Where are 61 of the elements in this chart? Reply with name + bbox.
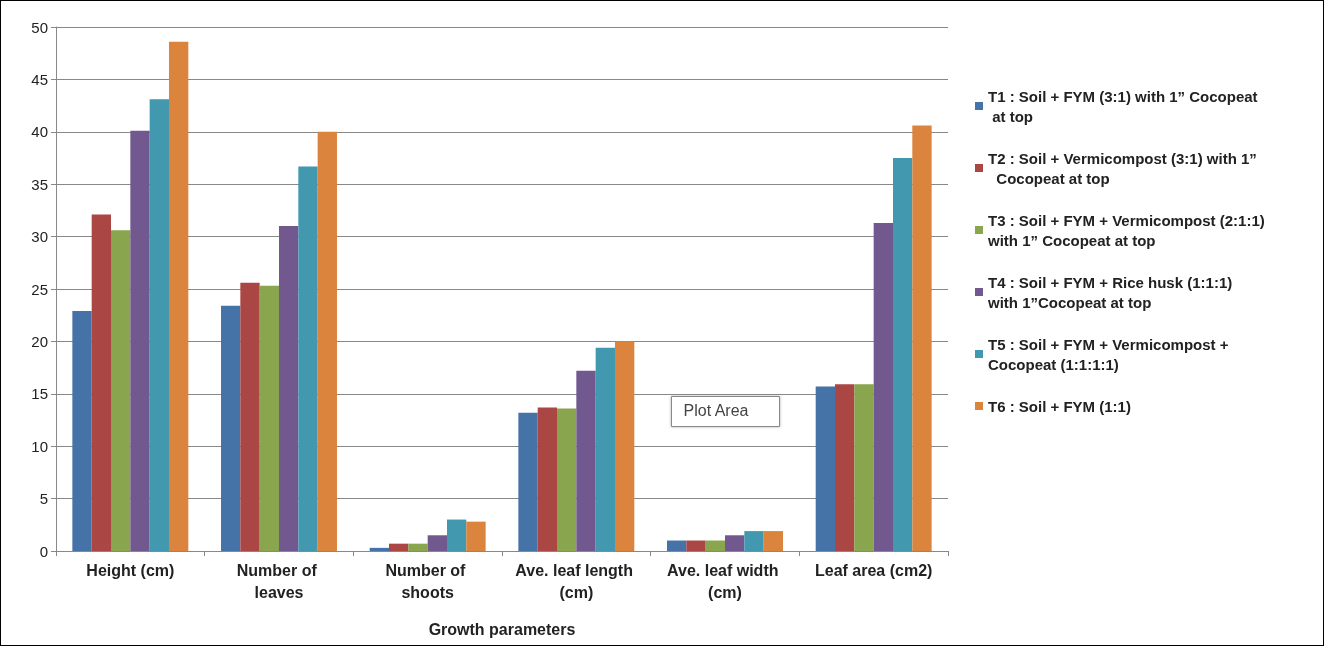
bar xyxy=(763,531,783,551)
bar xyxy=(705,540,725,551)
y-tick-label: 10 xyxy=(31,437,48,455)
bar xyxy=(854,384,874,551)
legend-label: T1 : Soil + FYM (3:1) with 1” Cocopeat at top xyxy=(988,87,1258,125)
x-tick-label: Ave. leaf length (cm) xyxy=(515,561,638,601)
y-tick-label: 35 xyxy=(31,175,48,193)
bar xyxy=(279,226,299,551)
bar xyxy=(873,222,893,551)
bar xyxy=(892,158,913,551)
bar xyxy=(614,341,635,551)
y-tick-label: 5 xyxy=(39,490,48,508)
bar xyxy=(240,282,260,551)
bar xyxy=(744,531,764,551)
bar xyxy=(149,99,169,551)
bar xyxy=(427,535,447,551)
legend-label: T6 : Soil + FYM (1:1) xyxy=(988,397,1131,415)
bar xyxy=(595,347,615,551)
x-tick-label: Leaf area (cm2) xyxy=(814,561,933,579)
legend-label: T3 : Soil + FYM + Vermicompost (2:1:1) with 1” Cocopeat at top xyxy=(987,211,1269,249)
bar xyxy=(72,311,92,551)
bar xyxy=(466,521,486,551)
x-axis-title: Growth parameters xyxy=(428,620,576,638)
x-tick-label: Number of leaves xyxy=(236,561,322,601)
bar xyxy=(298,166,318,551)
x-tick-label: Height (cm) xyxy=(86,561,175,579)
x-tick-label: Number of shoots xyxy=(385,561,470,601)
bar xyxy=(168,41,189,551)
bar xyxy=(557,408,577,551)
bar xyxy=(221,305,241,551)
bar xyxy=(130,130,150,551)
bar xyxy=(815,386,836,551)
bar xyxy=(369,547,390,551)
y-tick-label: 20 xyxy=(31,332,48,350)
bar xyxy=(111,230,131,551)
bar xyxy=(686,540,706,551)
y-tick-label: 50 xyxy=(31,18,48,36)
x-tick-label: Ave. leaf width (cm) xyxy=(667,561,783,601)
legend-label: T4 : Soil + FYM + Rice husk (1:1:1) with 1”Cocopeat at top xyxy=(987,273,1237,311)
bar xyxy=(446,519,467,551)
bar xyxy=(389,543,409,551)
bar xyxy=(835,384,855,551)
y-tick-label: 40 xyxy=(31,123,48,141)
y-tick-label: 45 xyxy=(31,70,48,88)
bar xyxy=(576,370,596,551)
bar xyxy=(259,285,279,551)
bar xyxy=(667,540,687,551)
y-tick-label: 0 xyxy=(39,542,48,560)
bar xyxy=(408,543,428,551)
y-tick-label: 15 xyxy=(31,385,48,403)
bar xyxy=(317,131,337,551)
annotation: Plot Area xyxy=(683,402,749,419)
bar xyxy=(537,407,558,551)
bar xyxy=(725,535,745,551)
y-tick-label: 25 xyxy=(31,280,48,298)
bar xyxy=(912,125,932,551)
y-tick-label: 30 xyxy=(31,228,48,246)
bar xyxy=(518,412,538,551)
legend-label: T2 : Soil + Vermicompost (3:1) with 1” Cocopeat at top xyxy=(988,149,1257,187)
bar xyxy=(91,214,112,551)
legend-label: T5 : Soil + FYM + Vermicompost + Cocopeat (1:1:1:1) xyxy=(988,335,1233,373)
